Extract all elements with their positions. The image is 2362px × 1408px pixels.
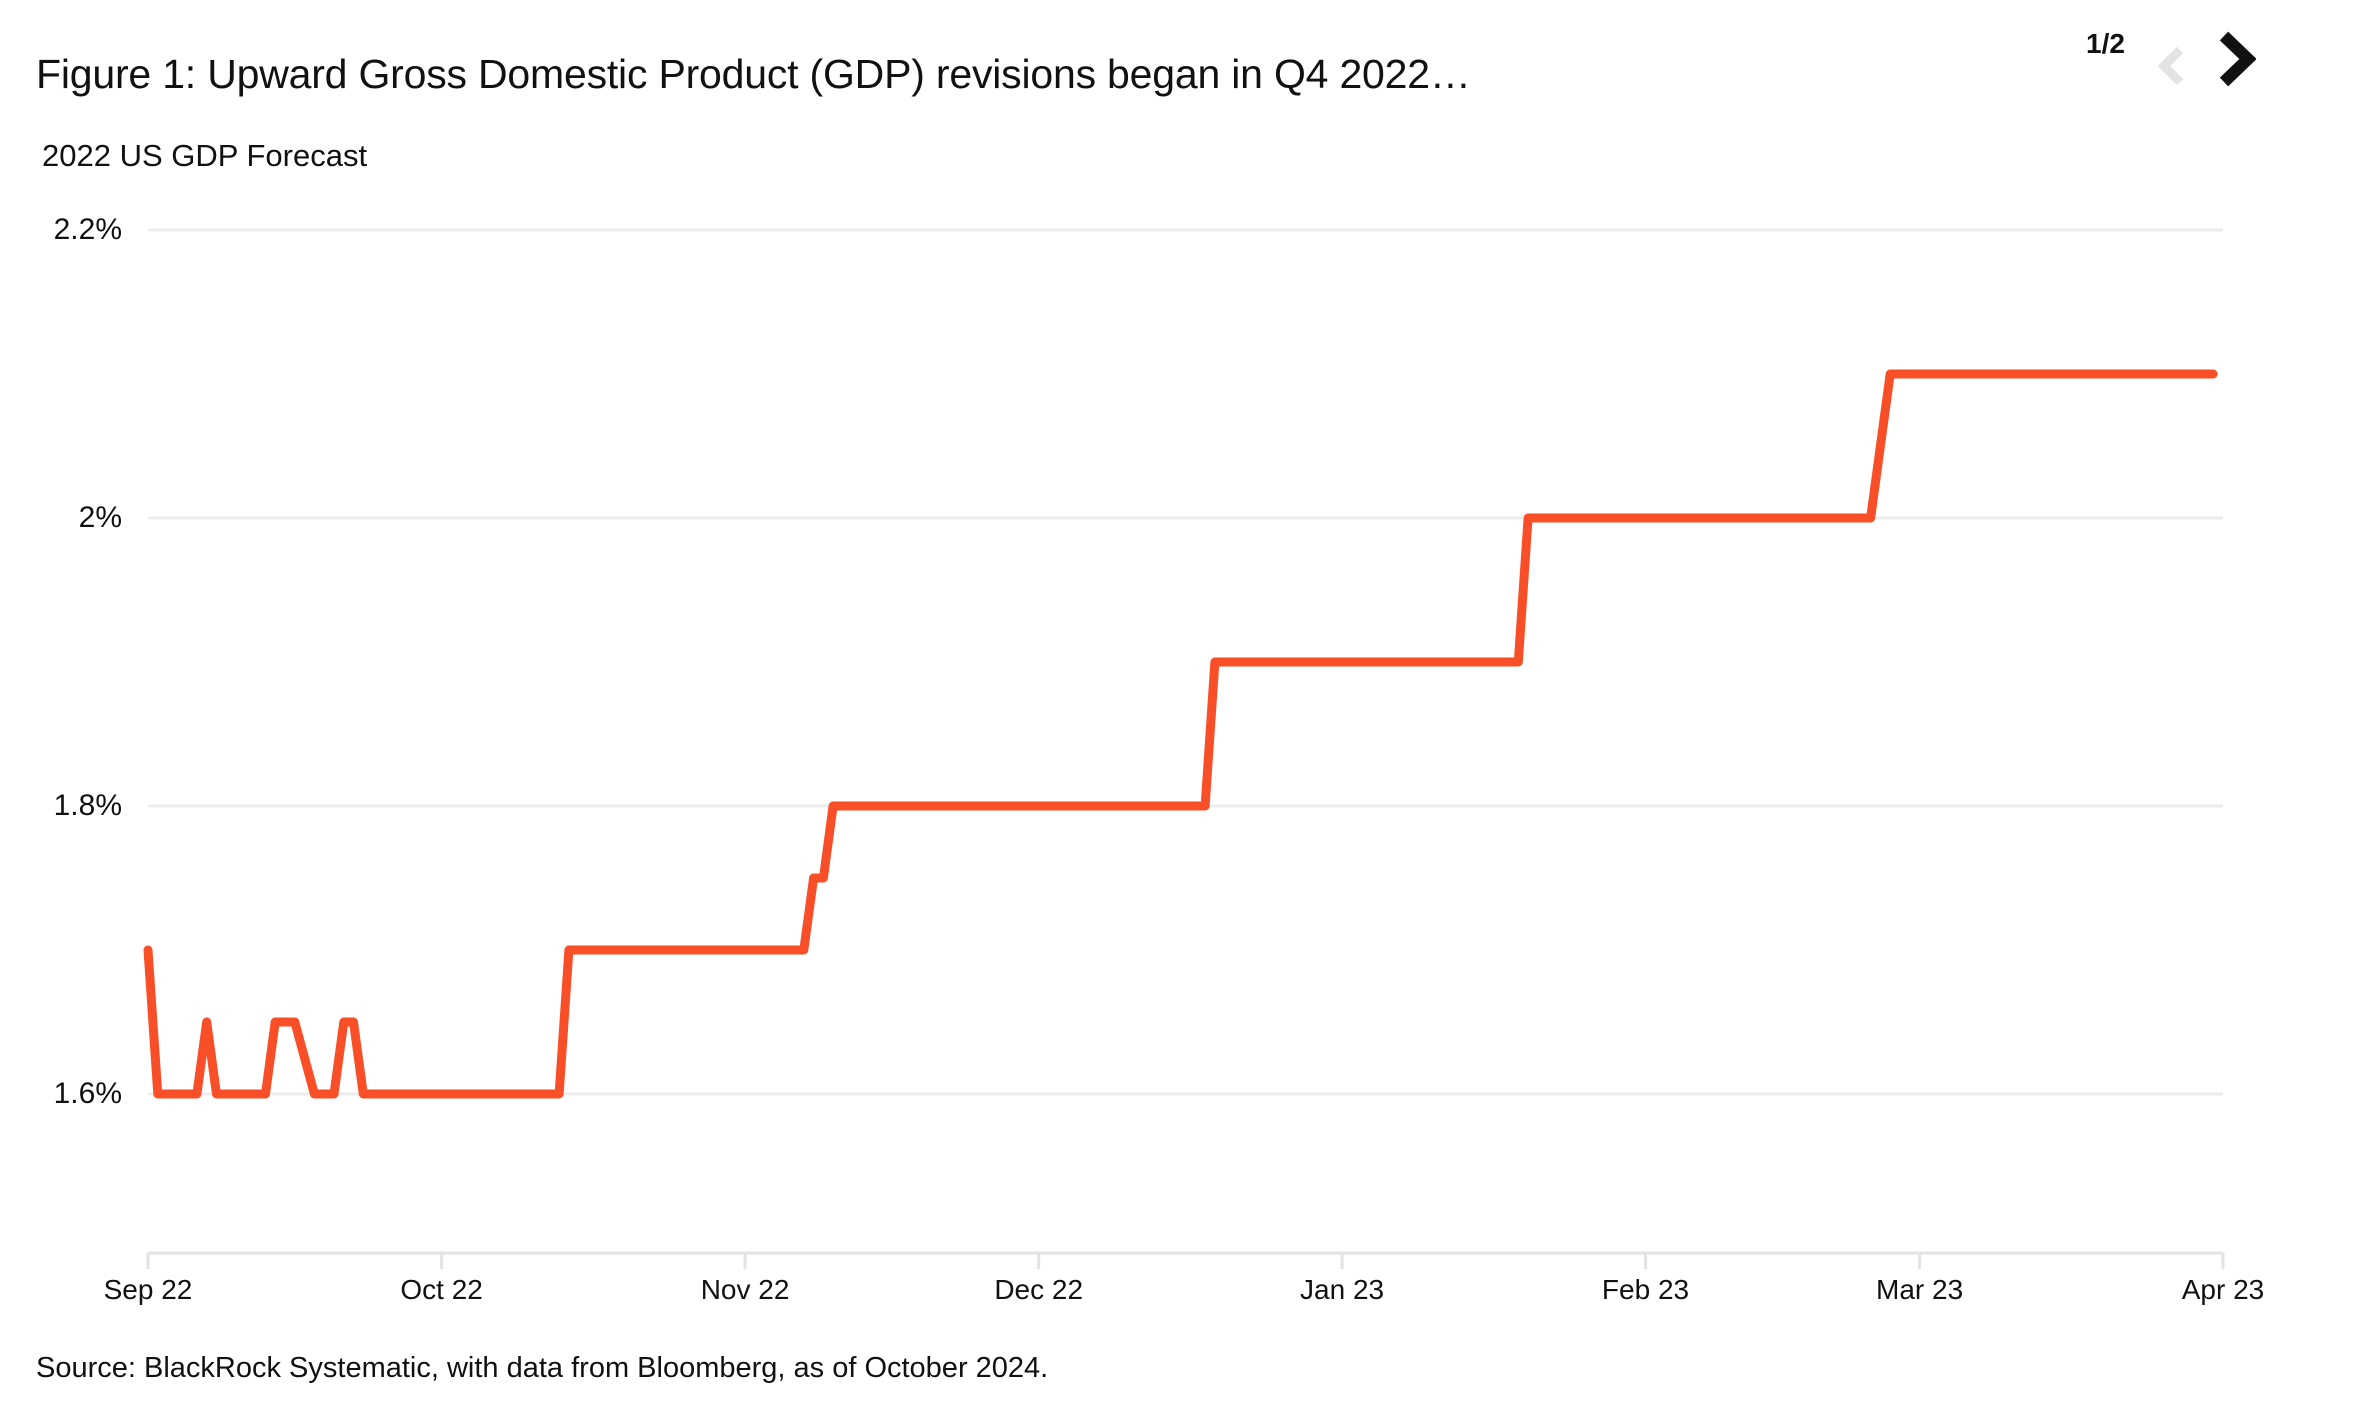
figure-title: Figure 1: Upward Gross Domestic Product … (36, 51, 1471, 98)
chevron-right-icon[interactable] (2218, 31, 2256, 87)
x-axis-label: Oct 22 (400, 1274, 483, 1305)
y-axis-label: 2.2% (53, 213, 122, 246)
x-axis-label: Mar 23 (1876, 1274, 1964, 1305)
x-axis-label: Apr 23 (2181, 1274, 2265, 1305)
x-axis-label: Dec 22 (994, 1274, 1084, 1305)
x-axis-label: Jan 23 (1300, 1274, 1385, 1305)
x-axis-label: Sep 22 (103, 1274, 193, 1305)
chevron-left-icon[interactable] (2156, 46, 2186, 86)
gdp-forecast-line (143, 369, 2218, 1099)
y-axis-label: 1.8% (53, 789, 122, 822)
source-note: Source: BlackRock Systematic, with data … (36, 1352, 1049, 1384)
pager-count: 1/2 (2086, 28, 2125, 59)
y-axis-label: 2% (78, 501, 122, 534)
chart-subtitle: 2022 US GDP Forecast (42, 138, 368, 173)
x-axis-label: Nov 22 (700, 1274, 790, 1305)
x-axis-label: Feb 23 (1601, 1274, 1690, 1305)
y-axis-label: 1.6% (53, 1077, 122, 1110)
